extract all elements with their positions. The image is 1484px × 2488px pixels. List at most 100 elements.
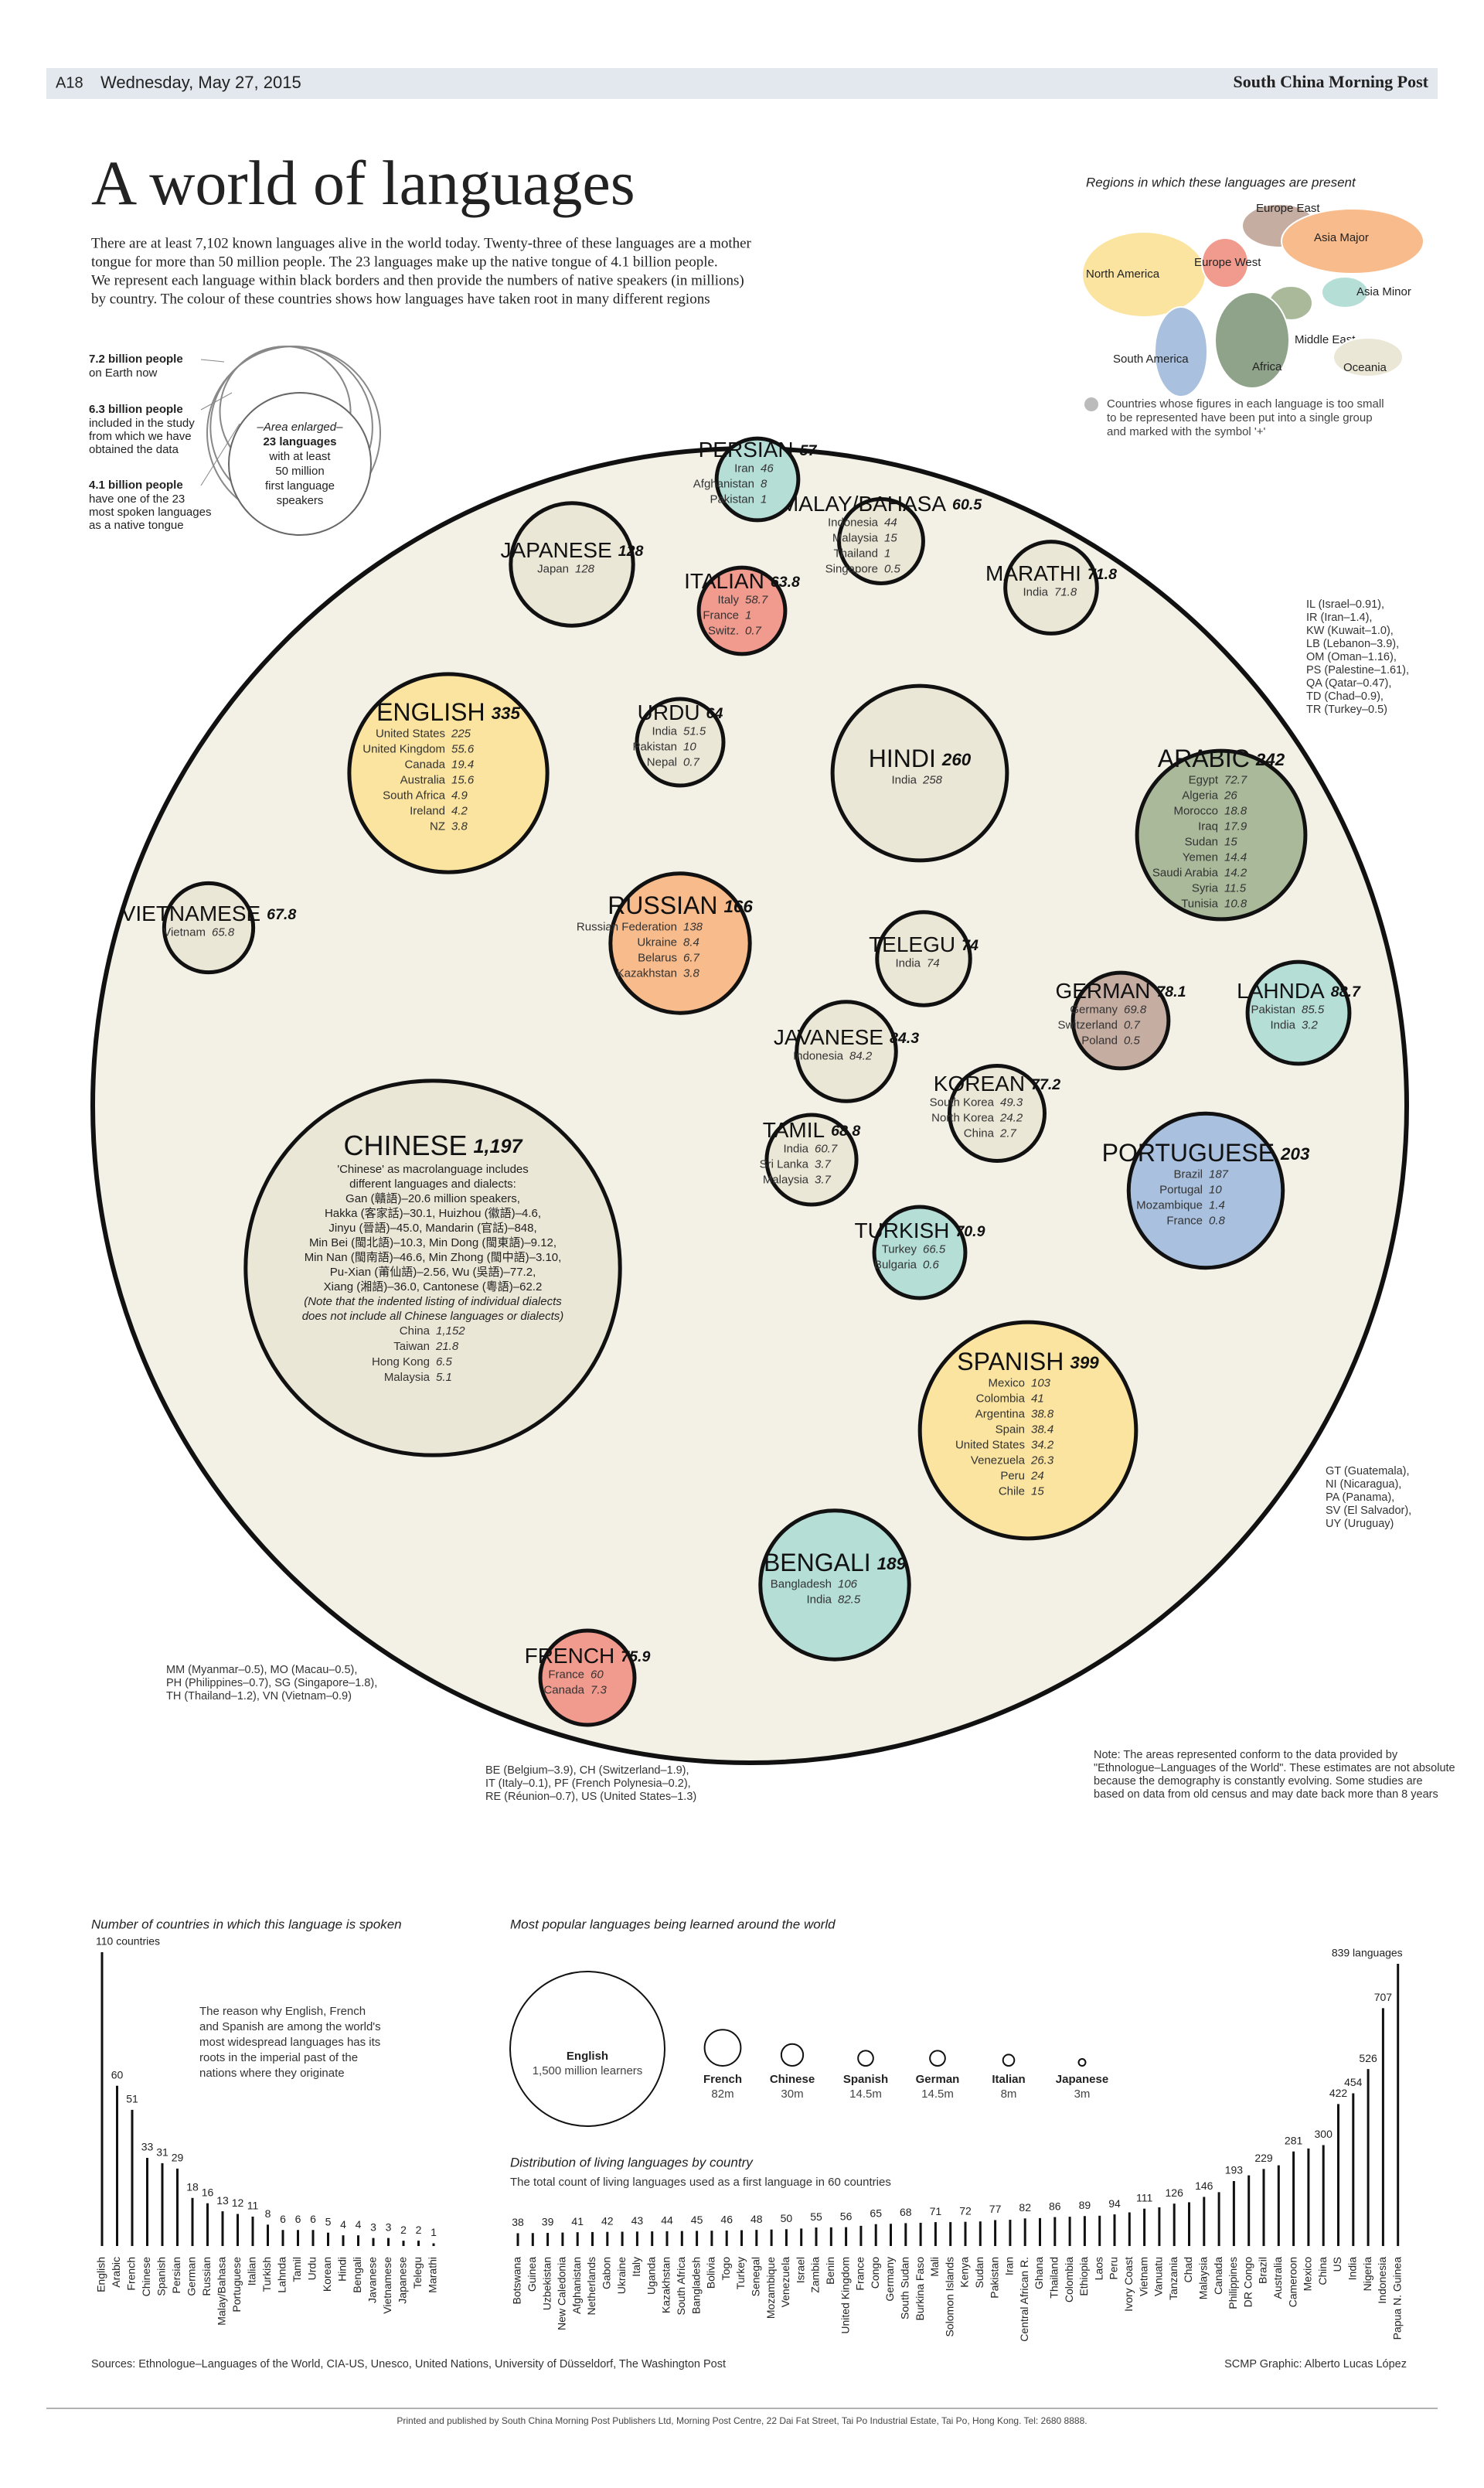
value-label: 281 [1285,2134,1303,2146]
language-area [1003,540,1099,636]
learner-bubble [703,2029,742,2067]
note-line: NI (Nicaragua), [1326,1478,1401,1491]
language-name: ARABIC [1158,745,1250,772]
country-value: 17.9 [1224,820,1247,833]
chinese-note: Pu-Xian (莆仙語)–2.56, Wu (吳語)–77.2, [330,1266,536,1279]
country-name: United States [955,1439,1025,1452]
country-value: 84.2 [849,1049,873,1062]
category-label: Chad [1182,2257,1194,2282]
language-label: ENGLISH 335 [376,698,520,726]
country-value: 10 [683,740,696,753]
language-value: 60.5 [952,496,982,513]
category-label: Lahnda [276,2257,288,2293]
value-label: 4 [356,2218,362,2231]
country-name: Germany [1070,1003,1118,1016]
category-label: Tanzania [1167,2257,1179,2300]
category-label: Papua N. Guinea [1390,2257,1403,2340]
category-label: Zambia [809,2257,822,2293]
value-label: 229 [1254,2152,1273,2164]
category-label: Ukraine [615,2257,628,2294]
country-value: 6.7 [683,952,700,965]
country-name: Russian Federation [577,921,677,934]
country-name: Poland [1081,1034,1118,1047]
value-label: 33 [141,2141,154,2153]
chinese-note: Jinyu (晉語)–45.0, Mandarin (官話)–848, [328,1222,536,1235]
country-value: 1.4 [1209,1199,1225,1212]
value-label: 422 [1329,2087,1348,2099]
value-label: 2 [400,2224,407,2236]
country-value: 3.8 [683,967,700,980]
category-label: Colombia [1063,2257,1075,2302]
category-label: China [1316,2257,1329,2285]
value-label: 300 [1315,2128,1333,2140]
language-area [875,910,972,1007]
chart-title: Number of countries in which this langua… [91,1917,402,1931]
country-value: 21.8 [435,1340,459,1353]
category-label: South Sudan [899,2257,911,2319]
value-label: 43 [631,2214,644,2227]
country-name: Switz. [708,624,739,637]
note-line: MM (Myanmar–0.5), MO (Macau–0.5), [166,1664,357,1676]
category-label: Ethiopia [1077,2257,1090,2296]
category-label: Uganda [645,2257,657,2295]
country-name: Syria [1192,882,1219,895]
note-line: QA (Qatar–0.47), [1306,677,1391,690]
category-label: Portuguese [230,2257,243,2312]
country-value: 69.8 [1124,1003,1147,1016]
language-label: MALAY/BAHASA 60.5 [781,492,982,516]
category-label: Pakistan [988,2257,1000,2299]
learner-bubble [509,1971,665,2127]
category-label: Turkish [260,2257,273,2292]
map-note: and marked with the symbol '+' [1107,425,1266,438]
category-label: Senegal [750,2257,762,2296]
country-name: Bulgaria [874,1258,917,1271]
language-name: PERSIAN [699,438,794,462]
country-value: 51.5 [683,724,706,738]
learner-value: 82m [711,2088,733,2101]
country-name: India [1023,585,1048,598]
language-label: TAMIL 68.8 [763,1118,861,1142]
country-value: 72.7 [1224,774,1247,787]
population-label: 6.3 billion people [89,403,183,416]
country-value: 4.2 [451,805,468,818]
learner-name: German [916,2073,960,2086]
category-label: Canada [1212,2257,1224,2295]
note-line: PH (Philippines–0.7), SG (Singapore–1.8)… [166,1677,377,1689]
language-value: 74 [962,937,979,954]
language-label: MARATHI 71.8 [985,561,1117,585]
language-area [764,1113,859,1207]
enlarged-text: 23 languages [263,435,336,448]
value-label: 5 [325,2215,332,2227]
language-area [696,565,788,656]
category-label: Sudan [973,2257,985,2288]
country-name: Pakistan [710,492,754,506]
category-label: Turkey [734,2257,747,2289]
country-name: Spain [996,1423,1025,1437]
language-name: TELEGU [869,932,955,956]
country-value: 26 [1224,789,1237,803]
language-area [758,1508,911,1662]
country-name: China [964,1126,995,1140]
language-name: GERMAN [1055,979,1150,1003]
country-value: 258 [922,774,943,787]
map-region-label: Africa [1252,360,1282,373]
language-name: HINDI [869,745,936,772]
value-label: 46 [720,2214,733,2226]
language-name: TURKISH [854,1218,949,1242]
language-label: LAHNDA 88.7 [1237,979,1361,1003]
value-label: 6 [295,2213,301,2225]
note-line: PA (Panama), [1326,1491,1394,1504]
category-label: Israel [794,2257,806,2283]
category-label: Mozambique [764,2257,777,2319]
country-name: Mozambique [1136,1199,1203,1212]
country-value: 0.7 [683,755,700,769]
language-label: JAPANESE 128 [501,538,644,562]
language-value: 242 [1255,750,1285,769]
value-label: 86 [1049,2200,1061,2212]
note-line: TD (Chad–0.9), [1306,690,1384,703]
country-name: Malaysia [832,531,879,544]
country-name: Peru [1000,1470,1025,1483]
chinese-note: different languages and dialects: [349,1178,516,1191]
value-label: 82 [1019,2201,1031,2214]
